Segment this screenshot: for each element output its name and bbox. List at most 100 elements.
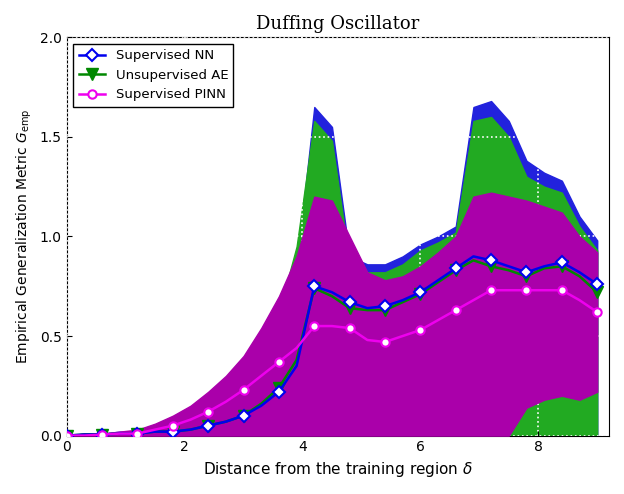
Title: Duffing Oscillator: Duffing Oscillator [256,15,419,33]
Supervised NN [417,289,424,295]
Supervised PINN [222,399,230,405]
Supervised NN [470,253,477,259]
Supervised PINN [399,333,406,339]
Unsupervised AE [240,412,247,418]
Supervised NN [99,432,106,438]
Supervised PINN [364,337,371,343]
Unsupervised AE [169,429,177,435]
Unsupervised AE [311,285,318,291]
Unsupervised AE [293,357,300,363]
Supervised NN [63,433,71,439]
Supervised NN [169,429,177,435]
Supervised NN [311,283,318,289]
Supervised PINN [134,431,141,437]
Supervised PINN [452,307,459,313]
Supervised PINN [381,339,389,345]
Supervised PINN [152,427,159,433]
Unsupervised AE [222,419,230,425]
Supervised PINN [540,287,548,293]
Supervised PINN [240,387,247,393]
Y-axis label: Empirical Generalization Metric $G_{\mathrm{emp}}$: Empirical Generalization Metric $G_{\mat… [15,109,34,364]
Supervised NN [240,412,247,418]
Unsupervised AE [328,293,336,299]
Supervised NN [346,299,353,305]
Supervised NN [80,432,88,438]
Supervised PINN [275,359,283,365]
Supervised PINN [205,409,212,414]
Unsupervised AE [593,289,601,295]
Supervised PINN [487,287,495,293]
Supervised NN [452,265,459,271]
Unsupervised AE [116,431,124,437]
Supervised NN [116,431,124,437]
Supervised NN [258,403,265,409]
Supervised PINN [187,417,194,423]
Line: Unsupervised AE: Unsupervised AE [61,255,603,441]
Supervised NN [523,269,530,275]
Unsupervised AE [576,273,583,279]
Unsupervised AE [399,299,406,305]
Legend: Supervised NN, Unsupervised AE, Supervised PINN: Supervised NN, Unsupervised AE, Supervis… [73,44,233,107]
Unsupervised AE [487,263,495,269]
Supervised PINN [505,287,512,293]
Supervised PINN [470,297,477,303]
Supervised NN [540,263,548,269]
Supervised PINN [576,297,583,303]
Unsupervised AE [452,267,459,273]
Supervised PINN [434,317,442,323]
Supervised PINN [116,431,124,437]
Supervised PINN [63,433,71,439]
Supervised PINN [328,323,336,329]
Supervised PINN [293,345,300,351]
Unsupervised AE [258,401,265,407]
Unsupervised AE [417,291,424,297]
Unsupervised AE [80,432,88,438]
Supervised PINN [311,323,318,329]
Supervised NN [434,277,442,283]
Supervised PINN [258,373,265,379]
Supervised PINN [346,325,353,331]
Supervised NN [593,281,601,287]
Line: Supervised PINN: Supervised PINN [62,286,602,440]
Unsupervised AE [187,427,194,433]
Supervised PINN [80,433,88,439]
Unsupervised AE [152,429,159,435]
Unsupervised AE [434,279,442,285]
Supervised NN [399,297,406,303]
Supervised PINN [523,287,530,293]
Supervised NN [134,431,141,437]
Unsupervised AE [99,432,106,438]
Supervised PINN [417,327,424,333]
Unsupervised AE [470,257,477,263]
Unsupervised AE [275,385,283,391]
Unsupervised AE [346,305,353,311]
Supervised NN [328,289,336,295]
Supervised NN [152,429,159,435]
Supervised PINN [169,423,177,429]
Supervised PINN [558,287,565,293]
Unsupervised AE [134,431,141,437]
Unsupervised AE [205,423,212,429]
Supervised NN [505,263,512,269]
Supervised NN [187,427,194,433]
Supervised NN [293,363,300,369]
Unsupervised AE [540,265,548,271]
Supervised NN [381,303,389,309]
Supervised NN [222,419,230,425]
Unsupervised AE [558,263,565,269]
X-axis label: Distance from the training region $\delta$: Distance from the training region $\delt… [203,460,473,479]
Supervised NN [275,389,283,395]
Supervised PINN [593,309,601,315]
Unsupervised AE [505,267,512,273]
Supervised NN [558,259,565,265]
Supervised NN [364,305,371,311]
Supervised NN [205,423,212,429]
Supervised NN [487,257,495,263]
Unsupervised AE [364,307,371,313]
Unsupervised AE [381,307,389,313]
Unsupervised AE [63,433,71,439]
Supervised PINN [99,432,106,438]
Unsupervised AE [523,273,530,279]
Line: Supervised NN: Supervised NN [62,252,602,440]
Supervised NN [576,269,583,275]
